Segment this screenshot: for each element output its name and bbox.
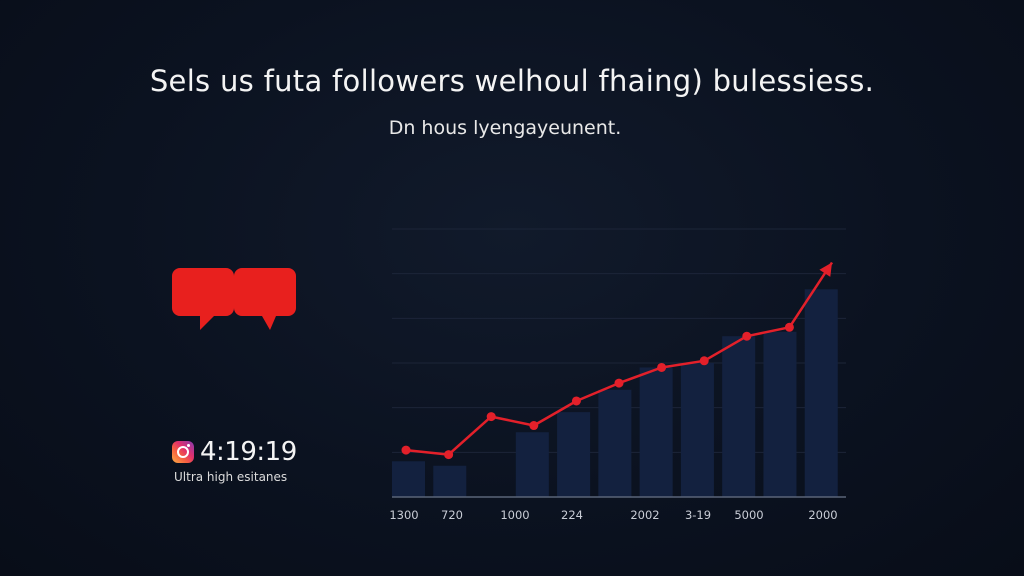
speech-bubble-right-icon [234,268,296,330]
bar [804,289,838,497]
data-point [657,362,667,372]
bar [763,331,797,497]
data-point [571,396,581,406]
x-tick-label: 1000 [500,508,529,522]
bar [515,432,549,497]
speech-bubble-left-icon [172,268,234,330]
stat-value: 4:19:19 [200,437,297,467]
x-tick-label: 720 [441,508,463,522]
x-tick-label: 224 [561,508,583,522]
bar [392,461,426,497]
x-tick-label: 5000 [734,508,763,522]
trend-arrow-icon [819,262,832,277]
data-point [614,378,624,388]
data-point [742,331,752,341]
bar [433,465,467,497]
data-point [401,445,411,455]
data-point [486,412,496,422]
instagram-icon [172,441,194,463]
bar [639,367,673,497]
data-point [784,322,794,332]
bar [557,412,591,497]
stat-block: 4:19:19 [172,437,297,467]
stat-caption: Ultra high esitanes [174,470,288,484]
bar [598,389,632,497]
data-point [699,356,709,366]
data-point [529,421,539,431]
bar [680,363,714,497]
speech-bubbles-icon [172,268,296,330]
x-tick-label: 3-19 [685,508,711,522]
page-title: Sels us futa followers welhoul fhaing) b… [149,64,875,98]
x-tick-label: 2000 [808,508,837,522]
data-point [444,450,454,460]
x-tick-label: 1300 [389,508,418,522]
bar [722,336,756,497]
x-tick-label: 2002 [630,508,659,522]
page-subtitle: Dn hous lyengayeunent. [388,117,622,139]
